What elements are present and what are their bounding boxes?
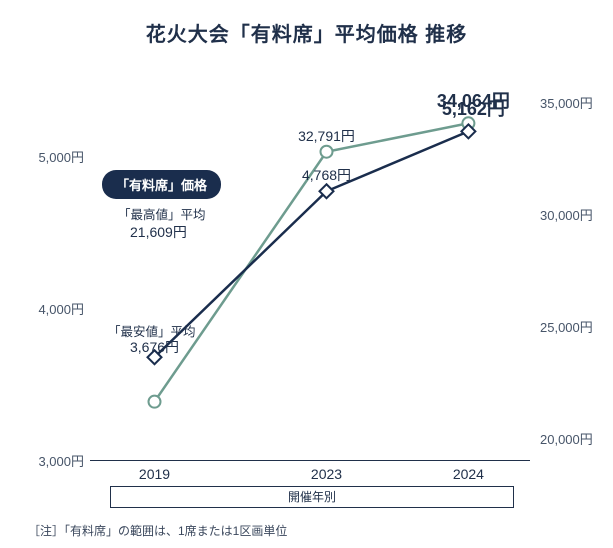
y-right-tick-35000: 35,000円 <box>540 93 593 112</box>
y-left-tick-4000: 4,000円 <box>18 299 84 318</box>
series-high-value-0: 21,609円 <box>130 222 187 242</box>
x-axis-line <box>90 460 530 461</box>
x-axis-caption: 開催年別 <box>110 486 514 508</box>
x-label-2: 2024 <box>453 466 484 482</box>
y-left-tick-3000: 3,000円 <box>18 451 84 470</box>
x-label-0: 2019 <box>139 466 170 482</box>
chart-title: 花火大会「有料席」平均価格 推移 <box>0 18 613 47</box>
x-label-1: 2023 <box>311 466 342 482</box>
y-left-tick-5000: 5,000円 <box>18 147 84 166</box>
series-low-value-1: 4,768円 <box>302 165 351 185</box>
series-high-value-1: 32,791円 <box>298 126 355 146</box>
legend-badge: 「有料席」価格 <box>102 170 221 199</box>
series-low-value-0: 3,676円 <box>130 337 179 357</box>
series-high-name: 「最高値」平均 <box>118 204 206 223</box>
y-right-tick-30000: 30,000円 <box>540 205 593 224</box>
series-low-value-2: 5,162円 <box>442 95 505 121</box>
y-right-tick-20000: 20,000円 <box>540 429 593 448</box>
y-right-tick-25000: 25,000円 <box>540 317 593 336</box>
chart-container: 花火大会「有料席」平均価格 推移 5,000円 4,000円 3,000円 35… <box>0 0 613 548</box>
footnote: ［注］「有料席」の範囲は、1席または1区画単位 <box>28 522 287 539</box>
